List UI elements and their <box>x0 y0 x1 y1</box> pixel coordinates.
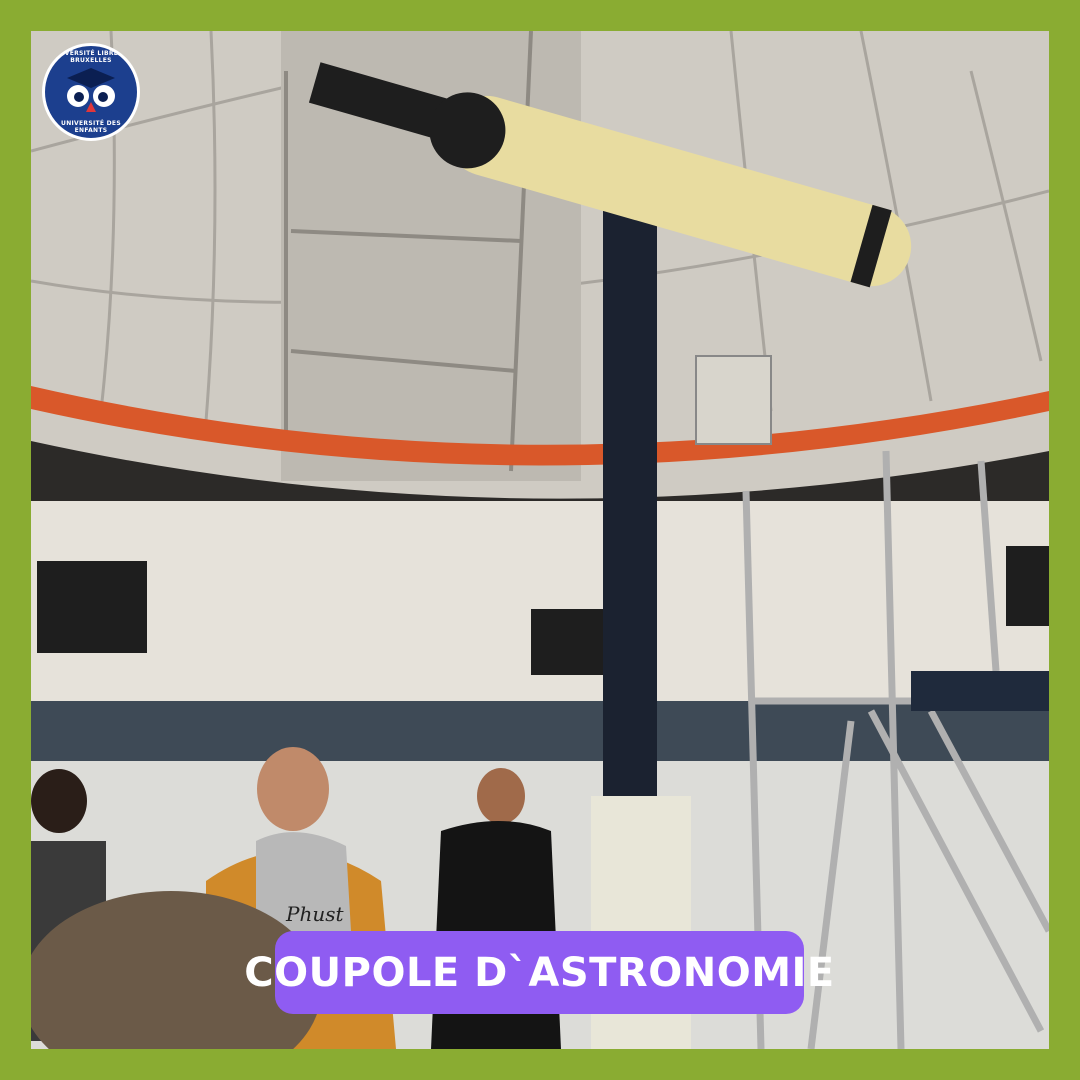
telescope-tube <box>446 95 912 287</box>
speaker-left <box>37 561 147 653</box>
telescope <box>308 62 912 288</box>
dome-rail-band <box>31 386 1049 466</box>
foreground-head <box>31 891 321 1049</box>
telescope-pier <box>603 191 657 801</box>
university-logo: UNIVERSITÉ LIBRE DE BRUXELLES UNIVERSITÉ… <box>42 43 140 141</box>
telescope-eyepiece <box>308 62 465 144</box>
speaker-right <box>1006 546 1049 626</box>
caption-banner: COUPOLE D`ASTRONOMIE <box>244 931 834 1014</box>
observatory-photo: Phust <box>31 31 1049 1049</box>
observatory-scene: Phust <box>31 31 1049 1049</box>
owl-graduate-icon <box>67 68 115 112</box>
control-box <box>695 355 772 445</box>
logo-text-top: UNIVERSITÉ LIBRE DE BRUXELLES <box>51 50 131 64</box>
hoodie-text: Phust <box>285 902 344 926</box>
slit-rails <box>284 31 533 472</box>
caption-title: COUPOLE D`ASTRONOMIE <box>244 949 835 996</box>
speaker-center <box>531 609 611 675</box>
logo-text-bottom: UNIVERSITÉ DES ENFANTS <box>61 120 121 134</box>
